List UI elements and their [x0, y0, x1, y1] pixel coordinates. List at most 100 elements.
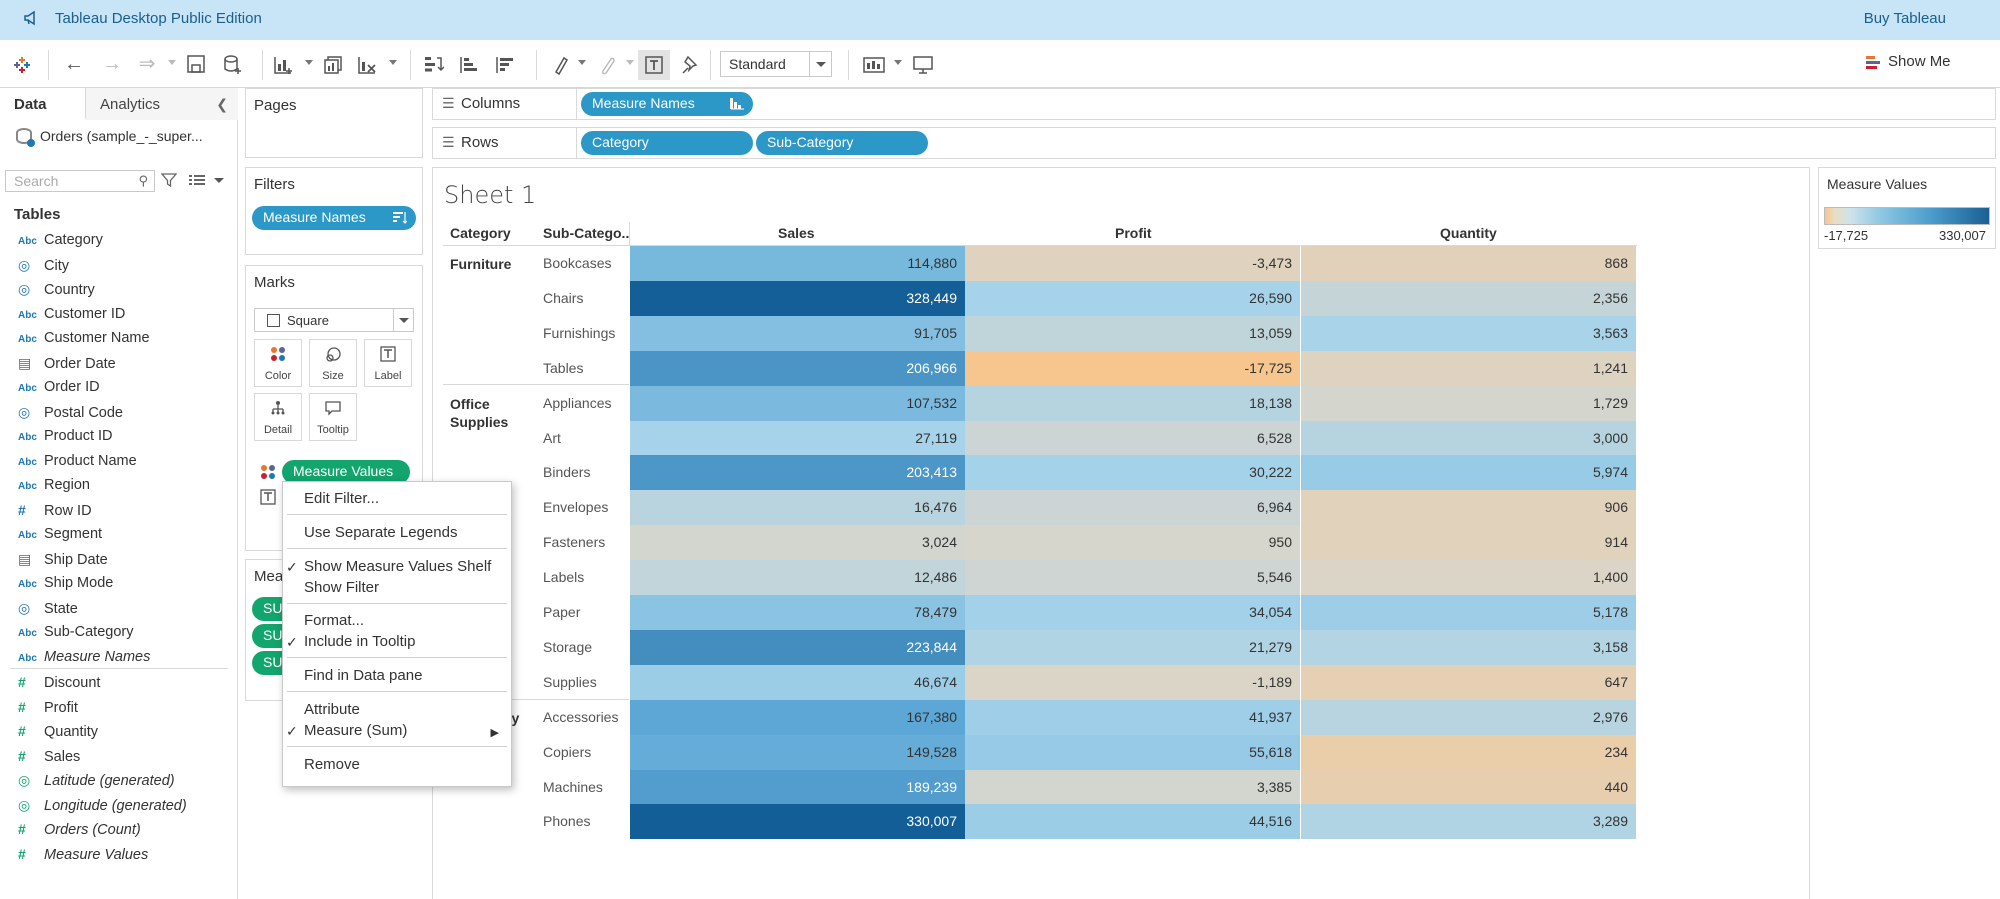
tableau-logo-icon[interactable]: [12, 55, 32, 75]
menu-item[interactable]: ✓ Show Measure Values Shelf: [283, 558, 511, 578]
table-cell-quantity[interactable]: 3,289: [1301, 804, 1636, 840]
field-item[interactable]: # Row ID: [18, 499, 92, 521]
table-cell-sales[interactable]: 189,239: [630, 769, 965, 805]
rows-shelf[interactable]: ☰ Rows Category Sub-Category: [432, 127, 1996, 159]
table-cell-profit[interactable]: 55,618: [965, 734, 1300, 770]
field-item[interactable]: ◎ State: [18, 597, 78, 619]
field-item[interactable]: # Profit: [18, 696, 78, 718]
table-cell-profit[interactable]: 26,590: [965, 280, 1300, 316]
clear-sheet-icon[interactable]: [356, 54, 378, 76]
chevron-down-icon[interactable]: [214, 178, 224, 183]
sheet-title[interactable]: Sheet 1: [444, 181, 537, 209]
table-cell-quantity[interactable]: 906: [1301, 490, 1636, 526]
datasource-item[interactable]: Orders (sample_-_super...: [16, 128, 203, 147]
show-mark-labels-icon[interactable]: [644, 55, 664, 75]
new-datasource-icon[interactable]: [222, 54, 244, 76]
menu-item[interactable]: Format...: [283, 612, 511, 632]
filters-card[interactable]: Filters Measure Names: [245, 167, 423, 255]
subcategory-label[interactable]: Tables: [543, 359, 584, 376]
table-cell-sales[interactable]: 78,479: [630, 595, 965, 630]
field-item[interactable]: Abc Product ID: [18, 425, 113, 447]
field-item[interactable]: ◎ Latitude (generated): [18, 769, 175, 791]
subcategory-label[interactable]: Paper: [543, 604, 581, 620]
back-icon[interactable]: ←: [64, 53, 84, 75]
table-cell-profit[interactable]: 34,054: [965, 595, 1300, 630]
table-cell-quantity[interactable]: 2,356: [1301, 280, 1636, 316]
table-cell-profit[interactable]: 950: [965, 525, 1300, 561]
table-cell-sales[interactable]: 16,476: [630, 490, 965, 526]
menu-item[interactable]: ✓ Include in Tooltip: [283, 633, 511, 653]
new-worksheet-icon[interactable]: [272, 54, 294, 76]
rows-pill-sub-category[interactable]: Sub-Category: [756, 131, 928, 155]
header-quantity[interactable]: Quantity: [1440, 225, 1497, 241]
table-cell-sales[interactable]: 3,024: [630, 525, 965, 561]
menu-item[interactable]: Attribute: [283, 701, 511, 721]
subcategory-label[interactable]: Chairs: [543, 289, 584, 306]
filter-pill-measure-names[interactable]: Measure Names: [252, 206, 416, 230]
header-sales[interactable]: Sales: [778, 225, 815, 241]
color-legend[interactable]: Measure Values -17,725 330,007: [1818, 167, 1996, 249]
table-cell-sales[interactable]: 328,449: [630, 280, 965, 316]
field-item[interactable]: ◎ City: [18, 254, 69, 276]
field-item[interactable]: Abc Sub-Category: [18, 621, 133, 643]
fit-select[interactable]: Standard: [720, 51, 832, 77]
pages-card[interactable]: Pages: [245, 88, 423, 158]
table-cell-profit[interactable]: 6,964: [965, 490, 1300, 526]
table-cell-quantity[interactable]: 868: [1301, 246, 1636, 281]
megaphone-icon[interactable]: [22, 9, 40, 27]
subcategory-label[interactable]: Binders: [543, 464, 591, 481]
rows-pill-category[interactable]: Category: [581, 131, 753, 155]
menu-item[interactable]: Edit Filter...: [283, 490, 511, 510]
table-cell-quantity[interactable]: 440: [1301, 769, 1636, 805]
header-profit[interactable]: Profit: [1115, 225, 1152, 241]
table-cell-quantity[interactable]: 2,976: [1301, 699, 1636, 735]
menu-item[interactable]: Find in Data pane: [283, 667, 511, 687]
table-cell-profit[interactable]: -3,473: [965, 246, 1300, 281]
table-cell-quantity[interactable]: 5,178: [1301, 595, 1636, 630]
table-cell-quantity[interactable]: 914: [1301, 525, 1636, 561]
presentation-mode-icon[interactable]: [912, 54, 934, 76]
field-item[interactable]: Abc Product Name: [18, 450, 137, 472]
header-subcategory[interactable]: Sub-Catego..: [543, 225, 630, 241]
columns-pill-measure-names[interactable]: Measure Names: [581, 92, 753, 116]
menu-item[interactable]: Show Filter: [283, 579, 511, 599]
table-cell-profit[interactable]: 3,385: [965, 769, 1300, 805]
marks-card[interactable]: Marks Square Color Size Label Detail Too…: [245, 265, 423, 551]
field-item[interactable]: ◎ Longitude (generated): [18, 794, 187, 816]
field-item[interactable]: ▤ Ship Date: [18, 548, 108, 570]
forward-icon[interactable]: →: [102, 53, 122, 75]
save-icon[interactable]: [186, 54, 206, 74]
table-cell-quantity[interactable]: 1,241: [1301, 350, 1636, 386]
table-cell-profit[interactable]: 21,279: [965, 629, 1300, 665]
subcategory-label[interactable]: Supplies: [543, 673, 597, 690]
subcategory-label[interactable]: Copiers: [543, 743, 592, 760]
subcategory-label[interactable]: Envelopes: [543, 499, 609, 516]
filter-icon[interactable]: [161, 172, 177, 188]
redo-icon[interactable]: ⇒: [138, 53, 156, 75]
category-label-office-supplies[interactable]: Office Supplies: [450, 396, 509, 430]
table-cell-profit[interactable]: 41,937: [965, 699, 1300, 735]
field-item[interactable]: Abc Customer ID: [18, 303, 125, 325]
detail-button[interactable]: Detail: [254, 393, 302, 441]
mark-type-select[interactable]: Square: [254, 308, 414, 332]
table-cell-sales[interactable]: 223,844: [630, 629, 965, 665]
table-cell-sales[interactable]: 167,380: [630, 699, 965, 735]
field-item[interactable]: ▤ Order Date: [18, 352, 116, 374]
table-cell-profit[interactable]: 30,222: [965, 455, 1300, 491]
subcategory-label[interactable]: Labels: [543, 569, 585, 586]
table-cell-quantity[interactable]: 3,158: [1301, 629, 1636, 665]
table-cell-quantity[interactable]: 234: [1301, 734, 1636, 770]
table-cell-profit[interactable]: 18,138: [965, 385, 1300, 421]
table-cell-profit[interactable]: 13,059: [965, 315, 1300, 351]
table-cell-sales[interactable]: 149,528: [630, 734, 965, 770]
tab-analytics[interactable]: Analytics ❮: [86, 88, 238, 120]
subcategory-label[interactable]: Furnishings: [543, 324, 616, 341]
subcategory-label[interactable]: Storage: [543, 638, 593, 655]
field-item[interactable]: Abc Region: [18, 474, 90, 496]
table-cell-profit[interactable]: -1,189: [965, 664, 1300, 700]
subcategory-label[interactable]: Bookcases: [543, 255, 612, 271]
buy-tableau-link[interactable]: Buy Tableau: [1863, 10, 1946, 27]
label-button[interactable]: Label: [364, 339, 412, 387]
menu-item[interactable]: ✓ Measure (Sum) ▶: [283, 722, 511, 742]
menu-item[interactable]: Use Separate Legends: [283, 524, 511, 544]
